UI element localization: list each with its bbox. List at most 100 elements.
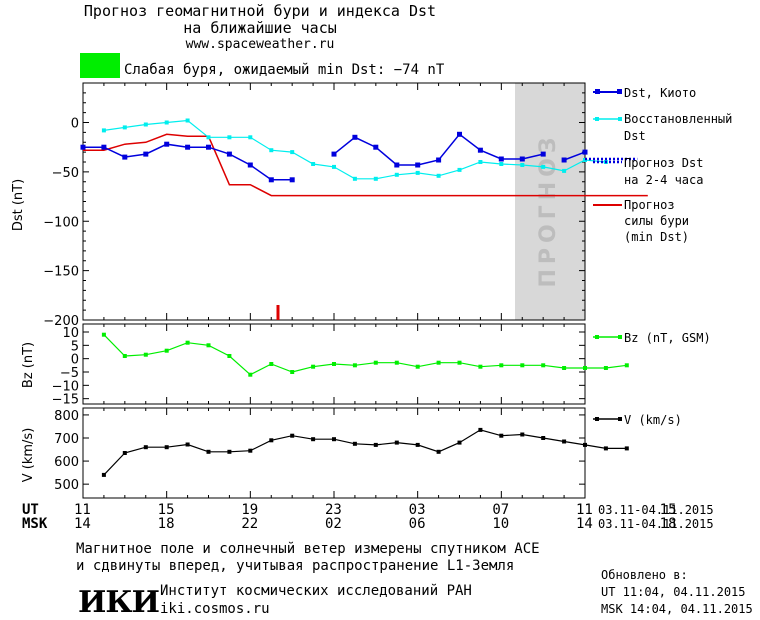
bz-point — [164, 348, 169, 353]
bz-line — [103, 334, 627, 376]
bz-point — [394, 360, 399, 365]
institute-url[interactable]: iki.cosmos.ru — [160, 601, 270, 617]
bz-point — [248, 372, 253, 377]
dst-kyoto-point — [373, 144, 379, 150]
bz-point — [478, 364, 483, 369]
legend-bz-marker — [595, 335, 599, 339]
source-url[interactable]: www.spaceweather.ru — [185, 37, 335, 52]
v-y-axis-label: V (km/s) — [21, 428, 36, 483]
bz-point — [143, 352, 148, 357]
y-tick-label: 500 — [54, 478, 79, 493]
dst-kyoto-point — [457, 131, 462, 137]
dst-restored-point — [206, 135, 211, 140]
dst-kyoto-point — [498, 156, 504, 162]
bz-point — [520, 363, 525, 368]
dst-restored-point — [499, 162, 504, 166]
dst-kyoto-point — [268, 177, 274, 183]
dst-kyoto-point — [226, 151, 232, 157]
bz-point — [457, 360, 462, 365]
iki-logo[interactable]: ИКИ — [78, 585, 160, 620]
dst-kyoto-point — [394, 162, 400, 168]
chart-title-line2: на ближайшие часы — [183, 19, 337, 37]
y-tick-label: 800 — [54, 409, 79, 424]
v-point — [290, 433, 295, 438]
legend-dst-restored-marker — [595, 117, 599, 121]
dst-kyoto-point — [352, 134, 358, 140]
ut-tick-label: 07 — [492, 502, 510, 518]
legend-dst-restored-marker — [618, 117, 622, 121]
v-panel-frame — [82, 407, 586, 499]
legend-dst-kyoto-marker — [617, 89, 622, 94]
dst-restored-point — [143, 122, 148, 127]
dst-restored-point — [122, 125, 127, 130]
msk-tick-label: 18 — [157, 516, 175, 532]
dst-restored-point — [436, 173, 441, 178]
ut-tick-label: 11 — [576, 502, 593, 518]
legend-dst-restored-label-2: Dst — [624, 129, 646, 143]
legend-v-marker — [595, 417, 599, 421]
dst-restored-point — [562, 168, 567, 173]
v-point — [143, 445, 148, 450]
y-tick-label: 0 — [71, 117, 79, 132]
dst-restored-point — [311, 162, 316, 166]
legend-v-label: V (km/s) — [624, 413, 682, 427]
dst-restored-point — [415, 170, 420, 175]
msk-tick-label: 06 — [408, 516, 426, 532]
dst-restored-point — [541, 164, 546, 169]
y-tick-label: 5 — [71, 339, 79, 354]
bz-point — [499, 363, 504, 368]
dst-restored-point — [290, 150, 295, 155]
msk-tick-label: 14 — [576, 516, 593, 532]
dst-restored-point — [457, 167, 462, 172]
ut-tick-label: 15 — [157, 502, 175, 518]
footer-note-line1: Магнитное поле и солнечный ветер измерен… — [76, 541, 540, 557]
updated-msk: MSK 14:04, 04.11.2015 — [601, 602, 753, 616]
dst-panel-frame — [82, 82, 586, 321]
v-point — [227, 449, 232, 454]
y-tick-label: 10 — [62, 326, 79, 341]
v-point — [269, 438, 274, 443]
dst-kyoto-point — [101, 144, 107, 150]
y-tick-label: −200 — [43, 314, 79, 329]
dst-kyoto-point — [185, 144, 191, 150]
ut-tick-label: 11 — [74, 502, 91, 518]
v-point — [164, 445, 169, 450]
storm-forecast-text: Слабая буря, ожидаемый min Dst: −74 nT — [124, 62, 445, 78]
y-tick-label: −15 — [52, 393, 79, 408]
legend-forecast-label-1: Прогноз Dst — [624, 156, 704, 170]
v-point — [415, 442, 420, 447]
v-point — [352, 441, 357, 446]
v-point — [206, 449, 211, 454]
dst-restored-point — [248, 135, 253, 140]
bz-point — [269, 362, 274, 366]
legend-bz-marker — [618, 335, 622, 339]
bz-point — [436, 360, 441, 365]
dst-restored-point — [332, 164, 336, 169]
dst-kyoto-point — [561, 157, 567, 163]
ut-date-range: 03.11-04.11.2015 — [598, 503, 714, 517]
dst-restored-point — [227, 135, 232, 140]
v-point — [603, 446, 608, 451]
dst-restored-point — [101, 128, 106, 133]
dst-kyoto-point — [143, 151, 149, 157]
legend-bz-label: Bz (nT, GSM) — [624, 331, 711, 345]
updated-ut: UT 11:04, 04.11.2015 — [601, 585, 746, 599]
msk-tick-label: 14 — [74, 516, 91, 532]
bz-point — [562, 366, 567, 370]
msk-axis-label: MSK — [22, 516, 48, 532]
legend-storm-label-1: Прогноз — [624, 198, 675, 212]
v-point — [373, 442, 378, 447]
v-point — [311, 437, 316, 442]
bz-point — [185, 340, 190, 345]
bz-point — [583, 366, 587, 370]
y-tick-label: −50 — [52, 166, 79, 181]
chart-title-line1: Прогноз геомагнитной бури и индекса Dst — [83, 2, 437, 20]
dst-kyoto-point — [122, 154, 128, 160]
dst-kyoto-point — [415, 162, 421, 168]
msk-tick-label: 22 — [241, 516, 259, 532]
dst-kyoto-point — [331, 151, 337, 157]
y-tick-label: −10 — [52, 379, 79, 394]
bz-point — [290, 370, 295, 374]
dst-restored-point — [269, 148, 274, 153]
